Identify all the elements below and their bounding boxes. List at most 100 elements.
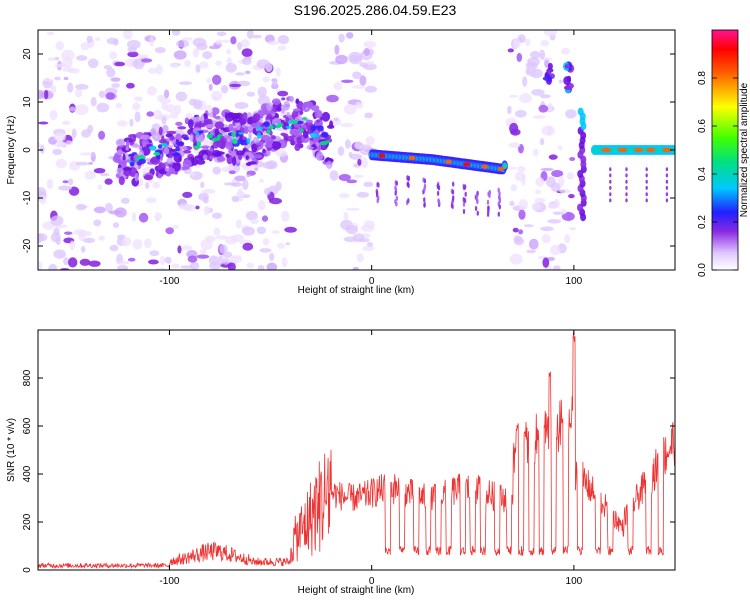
spectrogram-marks — [38, 30, 675, 270]
spectrogram-blob — [531, 202, 542, 212]
spectrogram-blob — [90, 151, 95, 157]
spectrogram-blob — [305, 107, 309, 110]
spectrogram-blob — [105, 92, 115, 100]
spectrogram-blob — [184, 60, 191, 68]
spectrogram-blob — [152, 181, 161, 189]
spectrogram-blob — [247, 161, 257, 165]
spectrogram-blob — [127, 51, 139, 58]
spectrogram-blob — [535, 177, 545, 187]
spectrogram-blob — [230, 150, 237, 158]
spectrogram-blob — [46, 178, 54, 190]
spectrogram-blob — [134, 172, 139, 182]
spectrogram-blob — [362, 245, 375, 252]
spectrogram-blob — [93, 168, 106, 174]
spectrogram-blob — [601, 147, 612, 153]
spectrogram-blob — [645, 179, 648, 184]
spectrogram-blob — [510, 184, 518, 192]
spectrogram-blob — [609, 179, 612, 184]
spectrogram-blob — [633, 147, 644, 153]
spectrogram-blob — [625, 167, 628, 172]
spectrogram-blob — [257, 200, 266, 211]
spectrogram-blob — [217, 134, 223, 137]
spectrogram-blob — [665, 173, 669, 178]
spectrogram-blob — [181, 245, 193, 251]
spectrogram-blob — [75, 203, 87, 211]
spectrogram-blob — [257, 86, 267, 98]
spectrogram-blob — [339, 193, 350, 199]
spectrogram-blob — [225, 142, 234, 150]
spectrogram-blob — [242, 57, 252, 65]
spectrogram-blob — [38, 261, 43, 270]
spectrogram-blob — [577, 203, 583, 212]
spectrogram-blob — [131, 152, 138, 155]
spectrogram-blob — [519, 93, 532, 104]
spectrogram-blob — [199, 134, 204, 143]
spectrogram-blob — [205, 124, 216, 129]
spectrogram-blob — [645, 167, 648, 172]
spectrogram-blob — [225, 153, 230, 158]
spectrogram-blob — [182, 191, 193, 198]
spectrogram-blob — [552, 211, 564, 215]
spectrogram-blob — [194, 116, 204, 122]
spectrogram-blob — [262, 148, 266, 154]
spectrogram-blob — [518, 229, 524, 235]
spectrogram-blob — [121, 159, 128, 165]
spectrogram-blob — [38, 89, 44, 100]
spectrogram-x-tick-label: 100 — [566, 276, 583, 287]
spectrogram-blob — [237, 132, 244, 135]
spectrogram-blob — [345, 207, 360, 211]
spectrogram-blob — [305, 119, 314, 124]
spectrogram-blob — [266, 262, 278, 270]
spectrogram-blob — [202, 189, 216, 194]
colorbar-label: Normalized spectral amplitude — [739, 82, 750, 217]
spectrogram-blob — [145, 197, 157, 203]
spectrogram-blob — [463, 185, 466, 191]
spectrogram-blob — [131, 212, 137, 223]
spectrogram-blob — [44, 89, 49, 100]
spectrogram-blob — [277, 90, 289, 97]
spectrogram-blob — [55, 41, 65, 51]
spectrogram-blob — [375, 190, 379, 196]
spectrogram-blob — [256, 138, 259, 144]
spectrogram-blob — [136, 54, 149, 58]
spectrogram-blob — [609, 185, 612, 190]
spectrogram-blob — [189, 261, 200, 270]
spectrogram-blob — [54, 76, 61, 81]
spectrogram-blob — [237, 42, 243, 51]
spectrogram-blob — [290, 119, 299, 125]
spectrogram-blob — [192, 48, 200, 58]
spectrogram-blob — [436, 183, 439, 189]
spectrogram-blob — [476, 199, 479, 205]
spectrogram-blob — [335, 54, 348, 65]
spectrogram-blob — [550, 182, 561, 192]
colorbar-tick-label: 0.4 — [697, 167, 708, 181]
spectrogram-blob — [566, 172, 575, 180]
spectrogram-blob — [609, 198, 612, 203]
spectrogram-blob — [182, 159, 192, 169]
spectrogram-blob — [326, 94, 339, 103]
spectrogram-blob — [195, 64, 201, 73]
spectrogram-blob — [617, 147, 628, 153]
spectrogram-blob — [212, 74, 222, 85]
spectrogram-blob — [63, 231, 73, 235]
spectrogram-blob — [234, 175, 246, 182]
spectrogram-blob — [254, 167, 259, 171]
spectrogram-blob — [212, 112, 216, 118]
spectrogram-blob — [87, 124, 94, 134]
spectrogram-blob — [199, 249, 207, 254]
spectrogram-blob — [154, 47, 166, 54]
spectrogram-blob — [509, 200, 515, 207]
spectrogram-blob — [158, 126, 163, 136]
spectrogram-blob — [113, 39, 119, 46]
spectrogram-blob — [200, 145, 210, 149]
snr-x-tick-label: 100 — [566, 576, 583, 587]
spectrogram-blob — [177, 126, 187, 130]
spectrogram-blob — [334, 44, 340, 55]
spectrogram-blob — [365, 136, 376, 146]
spectrogram-blob — [275, 67, 281, 78]
spectrogram-blob — [289, 95, 295, 103]
spectrogram-blob — [246, 138, 251, 145]
spectrogram-blob — [211, 90, 223, 102]
spectrogram-blob — [251, 122, 259, 128]
spectrogram-blob — [563, 76, 571, 86]
